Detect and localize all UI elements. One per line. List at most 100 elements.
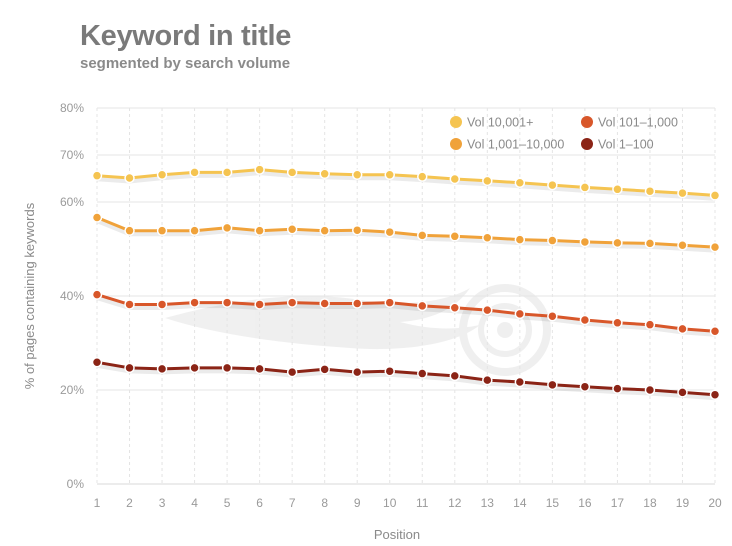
data-point <box>189 225 200 236</box>
x-tick-label: 2 <box>126 496 133 510</box>
x-tick-label: 12 <box>448 496 462 510</box>
data-point <box>254 363 265 375</box>
data-point <box>221 167 233 178</box>
data-point <box>221 362 233 374</box>
series-shadow <box>96 362 716 401</box>
data-point <box>384 169 395 180</box>
legend-label: Vol 1–100 <box>598 138 654 152</box>
data-point <box>384 297 395 308</box>
data-point <box>482 374 493 386</box>
data-point <box>221 297 233 308</box>
data-point <box>286 297 298 308</box>
series-line <box>95 168 717 197</box>
data-point <box>351 298 363 309</box>
data-point <box>189 297 200 308</box>
data-point <box>351 366 363 378</box>
x-tick-label: 17 <box>611 496 625 510</box>
data-point <box>91 170 103 181</box>
data-point <box>677 187 688 199</box>
x-tick-label: 14 <box>513 496 527 510</box>
data-point <box>449 231 461 242</box>
data-point <box>351 224 363 236</box>
data-point <box>709 190 721 201</box>
data-point <box>384 226 395 238</box>
data-point <box>286 224 298 235</box>
data-point <box>677 239 688 251</box>
x-tick-label: 10 <box>383 496 397 510</box>
data-point <box>547 379 558 391</box>
data-point <box>449 370 461 382</box>
data-point <box>514 308 526 320</box>
x-axis-label: Position <box>374 527 420 542</box>
series-group <box>91 289 721 337</box>
series-shadow <box>96 295 716 337</box>
x-tick-label: 1 <box>94 496 101 510</box>
data-point <box>644 384 656 396</box>
data-point <box>384 365 395 377</box>
data-point <box>156 169 168 180</box>
y-tick-label: 80% <box>60 101 84 115</box>
data-point <box>319 364 330 375</box>
data-point <box>612 184 623 195</box>
legend-item: Vol 101–1,000 <box>581 116 678 130</box>
data-point <box>124 172 135 184</box>
chart-title: Keyword in title <box>80 20 292 52</box>
data-point <box>91 357 103 368</box>
x-tick-label: 16 <box>578 496 592 510</box>
legend-label: Vol 101–1,000 <box>598 116 678 130</box>
data-point <box>156 299 168 310</box>
legend-swatch <box>581 116 593 128</box>
data-point <box>254 164 265 175</box>
y-tick-label: 70% <box>60 148 84 162</box>
data-point <box>482 175 493 187</box>
data-point <box>156 225 168 236</box>
data-point <box>286 167 298 178</box>
data-point <box>156 363 168 375</box>
legend-label: Vol 10,001+ <box>467 116 533 130</box>
data-point <box>91 212 103 223</box>
data-point <box>286 366 298 378</box>
data-point <box>579 182 591 193</box>
y-tick-label: 20% <box>60 383 84 397</box>
x-tick-label: 13 <box>481 496 495 510</box>
data-point <box>417 171 428 182</box>
data-point <box>449 173 461 185</box>
legend-label: Vol 1,001–10,000 <box>467 138 564 152</box>
x-tick-label: 15 <box>546 496 560 510</box>
data-point <box>612 237 623 249</box>
x-tick-label: 4 <box>191 496 198 510</box>
data-point <box>579 381 591 392</box>
data-point <box>514 376 526 388</box>
data-point <box>612 383 623 394</box>
data-point <box>579 314 591 326</box>
data-point <box>417 300 428 312</box>
data-point <box>254 225 265 236</box>
data-point <box>254 299 265 310</box>
x-tick-label: 19 <box>676 496 690 510</box>
legend-item: Vol 1,001–10,000 <box>450 138 564 152</box>
x-tick-label: 11 <box>416 496 429 510</box>
legend-item: Vol 1–100 <box>581 138 654 152</box>
data-point <box>547 179 558 191</box>
legend-swatch <box>450 116 462 128</box>
chart-subtitle: segmented by search volume <box>80 55 291 72</box>
series-line <box>95 360 717 397</box>
data-point <box>124 225 135 236</box>
data-point <box>579 236 591 248</box>
data-point <box>514 177 526 188</box>
data-point <box>417 368 428 379</box>
x-tick-label: 8 <box>321 496 328 510</box>
data-point <box>417 230 428 241</box>
x-tick-label: 5 <box>224 496 231 510</box>
data-point <box>189 362 200 374</box>
data-point <box>482 232 493 243</box>
y-tick-label: 60% <box>60 195 84 209</box>
series-shadow <box>96 170 716 201</box>
y-tick-label: 0% <box>67 477 85 491</box>
data-point <box>709 326 721 337</box>
y-axis-label: % of pages containing keywords <box>22 202 37 389</box>
data-point <box>547 310 558 322</box>
series-group <box>91 212 721 253</box>
series-line <box>95 293 717 333</box>
data-point <box>221 222 233 234</box>
